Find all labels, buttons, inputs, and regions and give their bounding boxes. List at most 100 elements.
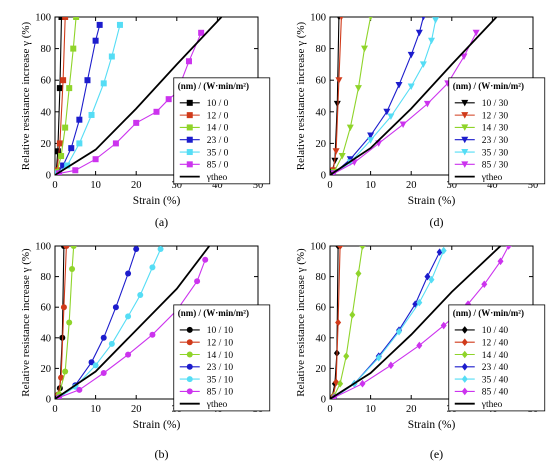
data-point — [367, 132, 375, 139]
legend-marker — [186, 339, 193, 346]
series-line — [58, 259, 206, 399]
data-point — [56, 140, 63, 147]
data-point — [396, 327, 403, 336]
data-point — [432, 17, 440, 24]
legend-marker — [186, 388, 193, 395]
data-point — [428, 37, 435, 45]
y-tick-label: 60 — [316, 76, 327, 87]
series-line — [333, 251, 441, 398]
data-point — [424, 272, 431, 281]
data-point — [472, 29, 480, 37]
legend-label: 35 / 0 — [207, 148, 229, 158]
data-point — [198, 29, 205, 36]
legend-header: (nm) / (W·min/m²) — [178, 308, 249, 318]
data-point — [354, 85, 362, 92]
panel-caption: (b) — [155, 447, 169, 461]
legend-label: 23 / 40 — [482, 363, 509, 373]
series-line — [332, 17, 342, 171]
x-tick-label: 0 — [52, 180, 57, 191]
data-point — [64, 162, 71, 169]
data-point — [337, 379, 344, 388]
data-point — [100, 369, 107, 376]
legend-header: (nm) / (W·min/m²) — [453, 81, 524, 91]
legend-label-theory: γtheo — [481, 173, 503, 183]
panel-caption: (a) — [155, 215, 168, 229]
data-point — [339, 17, 344, 21]
data-point — [72, 167, 79, 174]
x-tick-label: 20 — [406, 404, 417, 415]
legend-marker — [186, 161, 193, 168]
data-point — [343, 352, 350, 360]
data-point — [62, 124, 69, 131]
data-point — [421, 17, 426, 21]
y-tick-label: 20 — [41, 139, 52, 150]
data-point — [428, 275, 435, 284]
data-point — [125, 313, 132, 320]
panel-caption: (d) — [430, 215, 444, 229]
y-tick-label: 60 — [316, 303, 327, 314]
x-tick-label: 20 — [131, 180, 142, 191]
legend-label: 35 / 40 — [482, 375, 509, 385]
legend-marker — [461, 387, 468, 396]
data-point — [108, 53, 115, 60]
x-axis-label: Strain (%) — [408, 419, 456, 431]
legend-marker — [186, 136, 193, 143]
legend-marker — [186, 326, 193, 333]
data-point — [415, 29, 423, 37]
x-tick-label: 50 — [253, 180, 264, 191]
legend-marker — [186, 376, 193, 383]
legend-marker — [186, 124, 193, 131]
plot-area — [330, 17, 498, 175]
series-line — [58, 32, 202, 174]
data-point — [416, 298, 423, 307]
data-point — [338, 153, 346, 160]
series-line — [56, 24, 121, 174]
y-tick-label: 100 — [35, 13, 51, 24]
legend-marker — [461, 350, 468, 359]
plot-area — [55, 246, 211, 399]
data-point — [133, 119, 140, 126]
data-point — [375, 353, 382, 362]
data-point — [62, 368, 69, 375]
legend-label: 23 / 10 — [207, 363, 234, 373]
legend-label: 85 / 40 — [482, 388, 509, 398]
data-point — [419, 61, 427, 68]
series-line — [57, 246, 67, 395]
legend-marker — [461, 136, 469, 144]
data-point — [359, 246, 366, 250]
legend-header: (nm) / (W·min/m²) — [453, 308, 524, 318]
y-tick-label: 40 — [41, 333, 52, 344]
data-point — [137, 291, 144, 298]
data-point — [440, 321, 447, 330]
y-tick-label: 80 — [41, 44, 52, 55]
data-point — [346, 124, 354, 132]
y-tick-label: 60 — [41, 303, 52, 314]
data-point — [76, 386, 83, 393]
y-tick-label: 100 — [310, 13, 326, 24]
panel-caption: (e) — [430, 447, 443, 461]
y-tick-label: 0 — [46, 171, 51, 182]
y-tick-label: 40 — [41, 107, 52, 118]
data-point — [387, 361, 394, 370]
legend: (nm) / (W·min/m²) 10 / 0 12 / 0 14 / 0 23 / … — [173, 77, 271, 185]
x-tick-label: 0 — [327, 404, 332, 415]
x-tick-label: 0 — [327, 180, 332, 191]
x-tick-label: 50 — [528, 180, 539, 191]
x-tick-label: 20 — [406, 180, 417, 191]
legend-label: 85 / 10 — [207, 388, 234, 398]
x-tick-label: 40 — [487, 180, 498, 191]
data-point — [332, 148, 340, 155]
legend-marker — [461, 326, 468, 334]
data-point — [68, 145, 75, 152]
data-point — [108, 340, 115, 347]
data-point — [149, 331, 156, 338]
y-tick-label: 0 — [321, 395, 326, 406]
y-tick-label: 80 — [316, 272, 327, 283]
legend-label: 23 / 0 — [207, 136, 229, 146]
legend-marker — [461, 338, 468, 347]
data-point — [58, 17, 65, 20]
data-point — [60, 304, 67, 311]
x-tick-label: 10 — [365, 404, 376, 415]
